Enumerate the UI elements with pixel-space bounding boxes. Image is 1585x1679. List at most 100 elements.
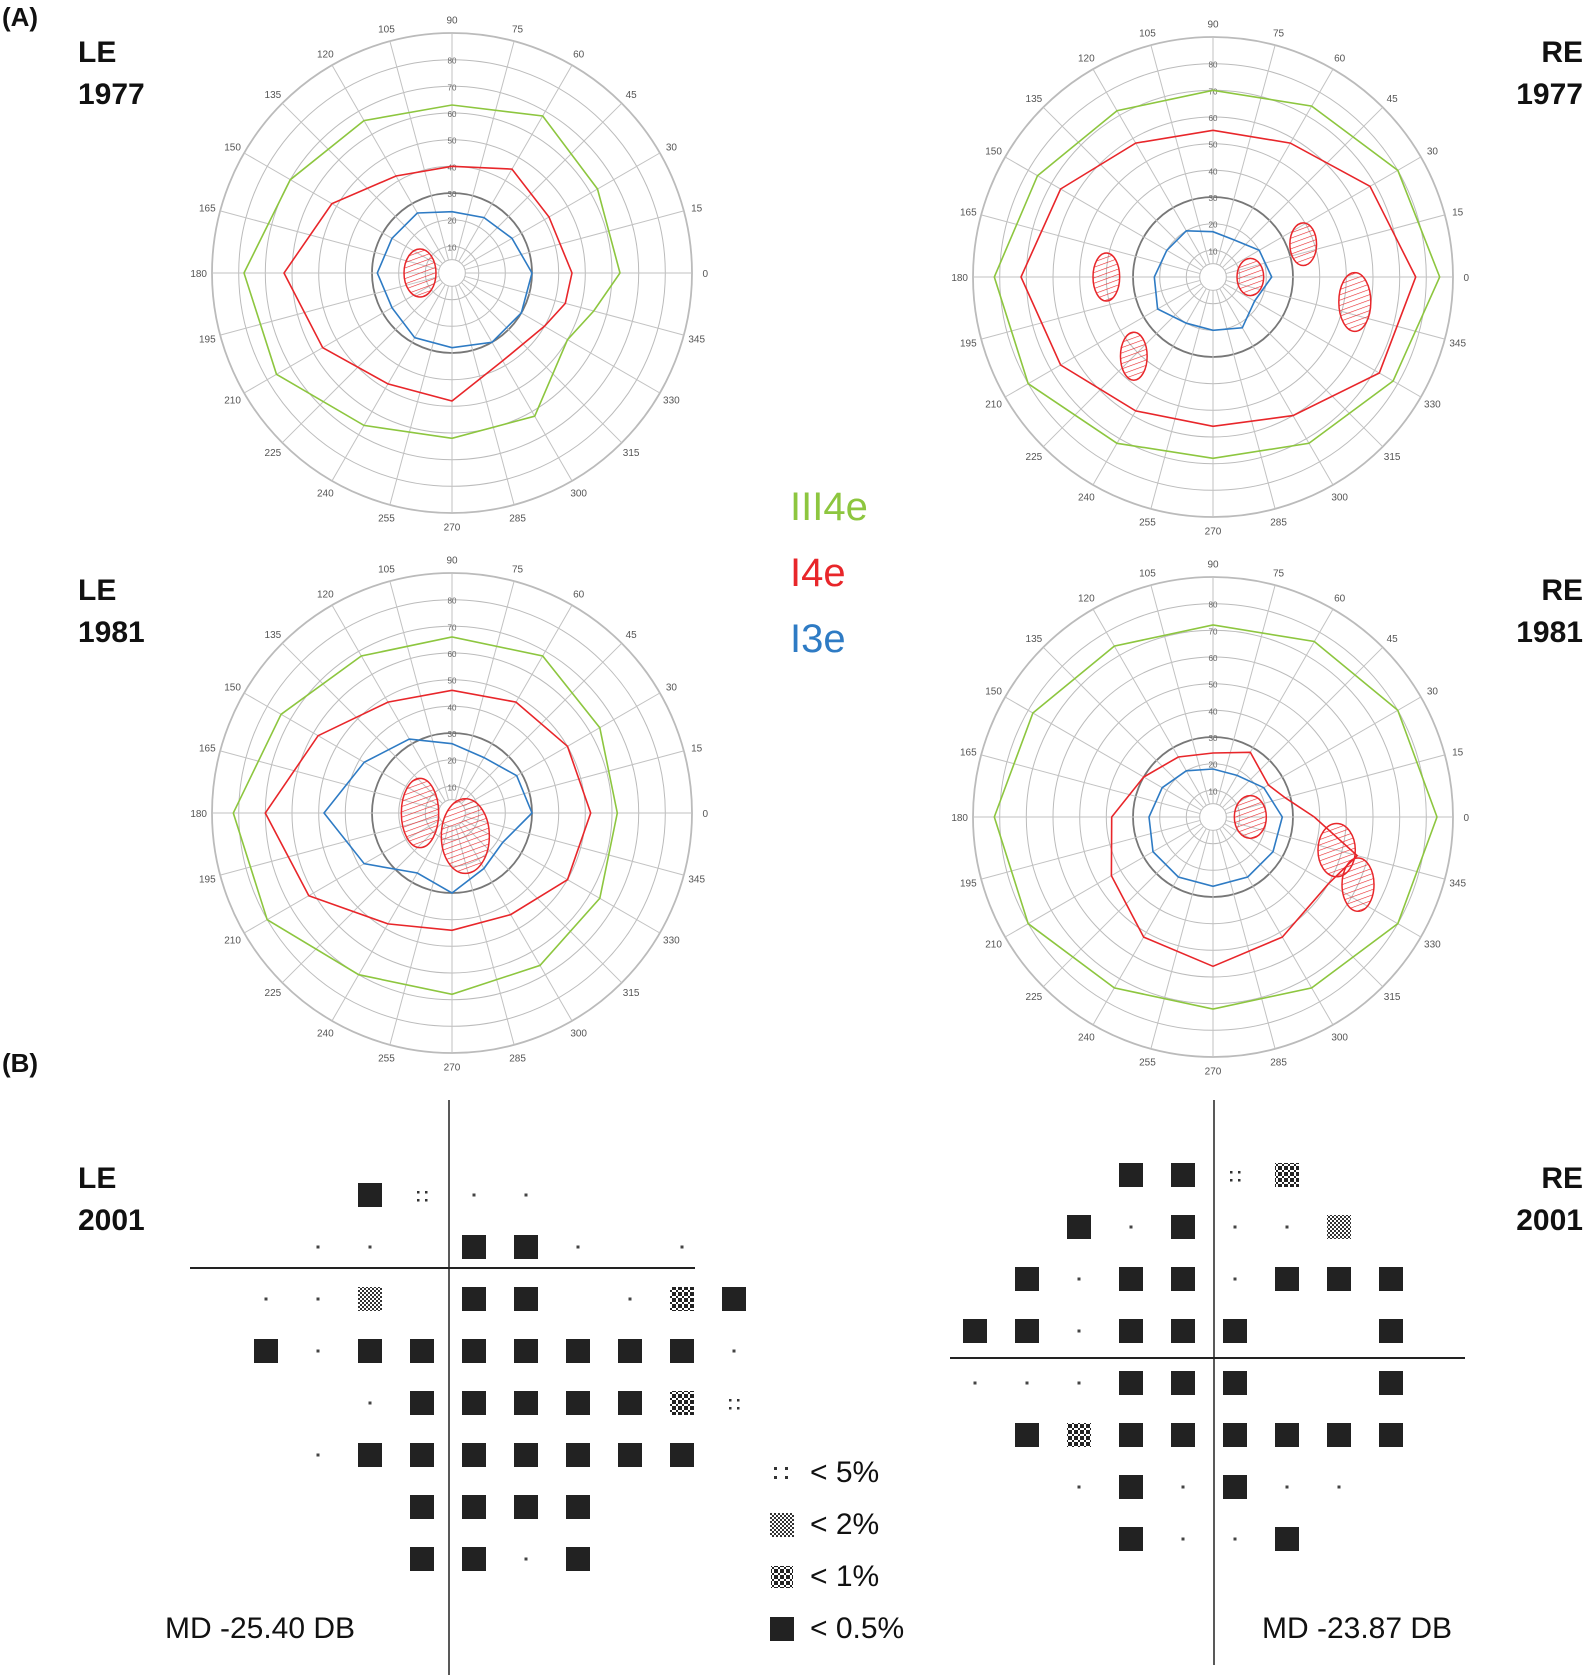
radius-tick-label: 60 — [1209, 114, 1218, 123]
chart-le-1977: 0 15 30 45 60 75 90 105 120 135 150 165 180 195 210 225… — [190, 16, 708, 534]
md-re: MD -23.87 DB — [1262, 1612, 1453, 1645]
radius-tick-label: 40 — [1209, 167, 1218, 176]
legend-iii4e: III4e — [790, 485, 868, 529]
radius-tick-label: 70 — [448, 623, 457, 632]
perimetry-charts: 0153045607590105120135150165180195210225… — [190, 16, 1469, 1078]
scotoma — [403, 248, 437, 298]
symbol-normal — [1129, 1225, 1133, 1229]
legend-i3e: I3e — [790, 617, 846, 661]
radius-tick-label: 10 — [448, 783, 457, 792]
grid-radial — [981, 754, 1201, 815]
angle-tick-label: 240 — [1078, 1032, 1095, 1043]
grid-radial — [1004, 823, 1202, 938]
grid-radial — [220, 275, 440, 336]
symbol-solid — [566, 1339, 590, 1363]
checker-symbol-icon — [770, 1513, 794, 1537]
symbol-solid — [1119, 1371, 1143, 1395]
angle-tick-label: 60 — [573, 590, 585, 601]
angle-tick-label: 15 — [691, 743, 703, 754]
angle-tick-label: 270 — [1205, 1066, 1222, 1077]
scotoma — [1317, 822, 1357, 878]
angle-tick-label: 120 — [1078, 594, 1095, 605]
radius-tick-label: 50 — [448, 137, 457, 146]
radius-tick-label: 20 — [1209, 221, 1218, 230]
radius-tick-label: 80 — [448, 597, 457, 606]
angle-tick-label: 15 — [691, 203, 703, 214]
symbol-solid — [462, 1443, 486, 1467]
symbol-solid — [566, 1391, 590, 1415]
legend-label: < 1% — [810, 1560, 880, 1593]
angle-tick-label: 150 — [985, 686, 1002, 697]
angle-tick-label: 300 — [570, 488, 587, 499]
symbol-solid — [1171, 1267, 1195, 1291]
symbol-solid — [963, 1319, 987, 1343]
grid-ring — [438, 259, 466, 287]
symbol-solid — [514, 1495, 538, 1519]
symbol-solid — [514, 1235, 538, 1259]
symbol-normal — [264, 1297, 268, 1301]
grid-radial — [458, 604, 573, 802]
grid-radial — [1042, 826, 1204, 988]
symbol-solid — [514, 1391, 538, 1415]
symbol-solid — [1015, 1423, 1039, 1447]
grid-radial — [461, 102, 623, 264]
symbol-normal — [316, 1453, 320, 1457]
legend-row-05: < 0.5% — [768, 1603, 904, 1655]
grid-radial — [1225, 214, 1445, 275]
angle-tick-label: 210 — [224, 936, 241, 947]
symbol-normal — [680, 1245, 684, 1249]
symbol-solid — [1275, 1527, 1299, 1551]
section-b-label: (B) — [2, 1048, 39, 1078]
symbol-solid — [566, 1443, 590, 1467]
grid-radial — [981, 279, 1201, 340]
angle-tick-label: 270 — [444, 1062, 461, 1073]
angle-tick-label: 165 — [199, 203, 216, 214]
symbol-normal — [628, 1297, 632, 1301]
radius-tick-label: 80 — [1209, 601, 1218, 610]
angle-tick-label: 105 — [378, 564, 395, 575]
angle-tick-label: 150 — [224, 142, 241, 153]
grid-radial — [454, 581, 515, 801]
angle-tick-label: 90 — [446, 556, 458, 567]
legend-row-1: < 1% — [768, 1551, 904, 1603]
angle-tick-label: 270 — [444, 522, 461, 533]
radius-tick-label: 80 — [448, 57, 457, 66]
angle-tick-label: 150 — [224, 682, 241, 693]
panel-label-re-2001: RE 2001 — [1516, 1158, 1583, 1242]
isopter-i3e — [322, 738, 533, 894]
angle-tick-label: 255 — [378, 514, 395, 525]
angle-tick-label: 90 — [1207, 560, 1219, 571]
symbol-solid — [722, 1287, 746, 1311]
angle-tick-label: 210 — [985, 400, 1002, 411]
radius-tick-label: 20 — [1209, 761, 1218, 770]
symbol-solid — [1119, 1423, 1143, 1447]
radius-tick-label: 20 — [448, 757, 457, 766]
grid-radial — [1150, 829, 1211, 1049]
angle-tick-label: 315 — [623, 448, 640, 459]
grid-radial — [1222, 646, 1384, 808]
radius-tick-label: 50 — [1209, 141, 1218, 150]
isopter-iii4e — [243, 104, 621, 440]
symbol-normal — [1285, 1485, 1289, 1489]
legend-label: < 5% — [810, 1456, 880, 1489]
grid-radial — [389, 825, 450, 1045]
grid-radial — [463, 279, 661, 394]
symbol-normal — [1337, 1485, 1341, 1489]
symbol-solid — [1379, 1319, 1403, 1343]
symbol-solid — [618, 1443, 642, 1467]
angle-tick-label: 255 — [378, 1054, 395, 1065]
isopter-i4e — [1110, 751, 1359, 968]
grid-radial — [331, 824, 446, 1022]
radius-tick-label: 40 — [448, 163, 457, 172]
grid-radial — [1092, 288, 1207, 486]
angle-tick-label: 150 — [985, 146, 1002, 157]
radius-tick-label: 50 — [448, 677, 457, 686]
symbol-normal — [1077, 1381, 1081, 1385]
radius-tick-label: 30 — [448, 190, 457, 199]
symbol-normal — [368, 1401, 372, 1405]
symbol-solid — [462, 1391, 486, 1415]
radius-tick-label: 60 — [1209, 654, 1218, 663]
grid-radial — [281, 822, 443, 984]
section-a-label: (A) — [2, 2, 39, 32]
symbol-normal — [1233, 1225, 1237, 1229]
